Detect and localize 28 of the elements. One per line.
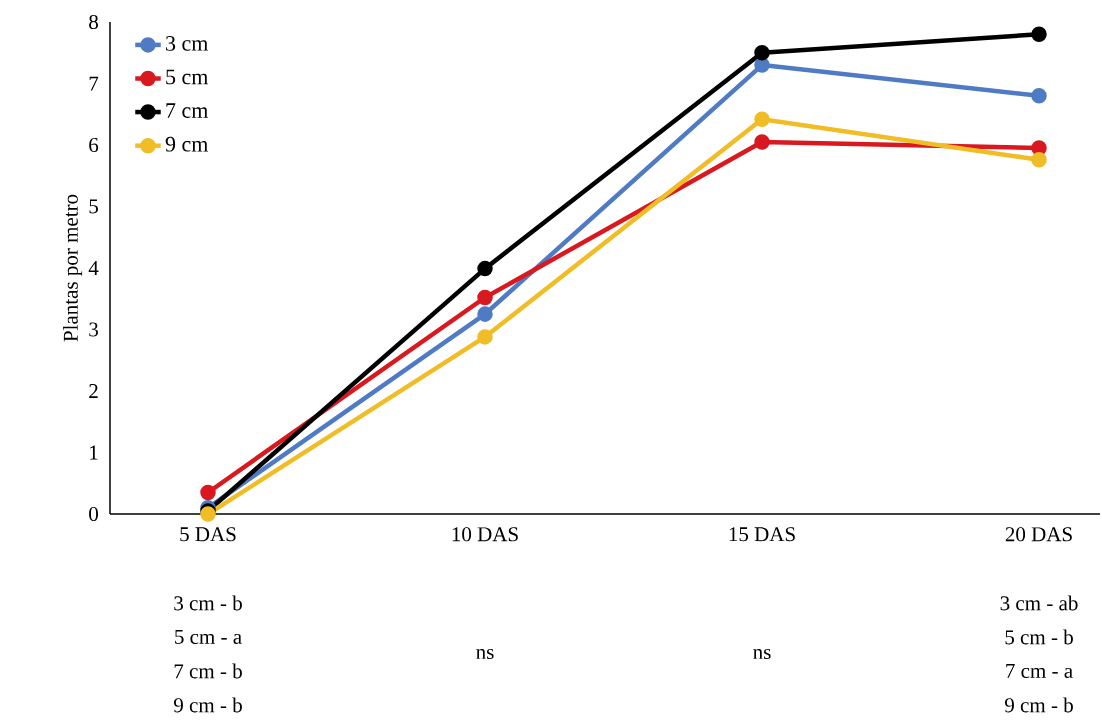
text: ns	[476, 648, 494, 660]
legend-label: 9 cm	[165, 136, 209, 152]
y-tick-label: 6	[89, 137, 99, 153]
y-tick-label: 1	[90, 445, 98, 460]
y-tick-label: 0	[89, 506, 98, 522]
legend-label: 7 cm	[166, 103, 209, 118]
y-tick-label: 3	[89, 322, 98, 337]
text: 7 cm - a	[1006, 664, 1073, 678]
y-axis-title: Plantas por metro	[63, 194, 83, 342]
y-tick-label: 4	[88, 261, 99, 275]
text: 3 cm - b	[174, 595, 242, 611]
text: 5 cm - a	[175, 630, 242, 644]
legend-label: 5 cm	[166, 69, 209, 85]
x-tick-label: 5 DAS	[180, 527, 236, 542]
text: ns	[753, 648, 771, 660]
legend-label: 3 cm	[166, 36, 209, 51]
y-tick-label: 7	[89, 76, 99, 91]
text: 7 cm - b	[174, 663, 242, 679]
y-tick-label: 8	[89, 14, 98, 30]
text: 3 cm - ab	[1000, 595, 1078, 611]
y-tick-label: 5	[89, 199, 98, 214]
y-tick-label: 2	[89, 384, 98, 398]
x-tick-label: 20 DAS	[1005, 527, 1072, 542]
text: 9 cm - b	[1004, 697, 1073, 713]
text: 9 cm - b	[173, 697, 242, 713]
x-tick-label: 10 DAS	[452, 527, 518, 542]
text: 5 cm - b	[1005, 629, 1073, 645]
x-tick-label: 15 DAS	[729, 527, 795, 542]
